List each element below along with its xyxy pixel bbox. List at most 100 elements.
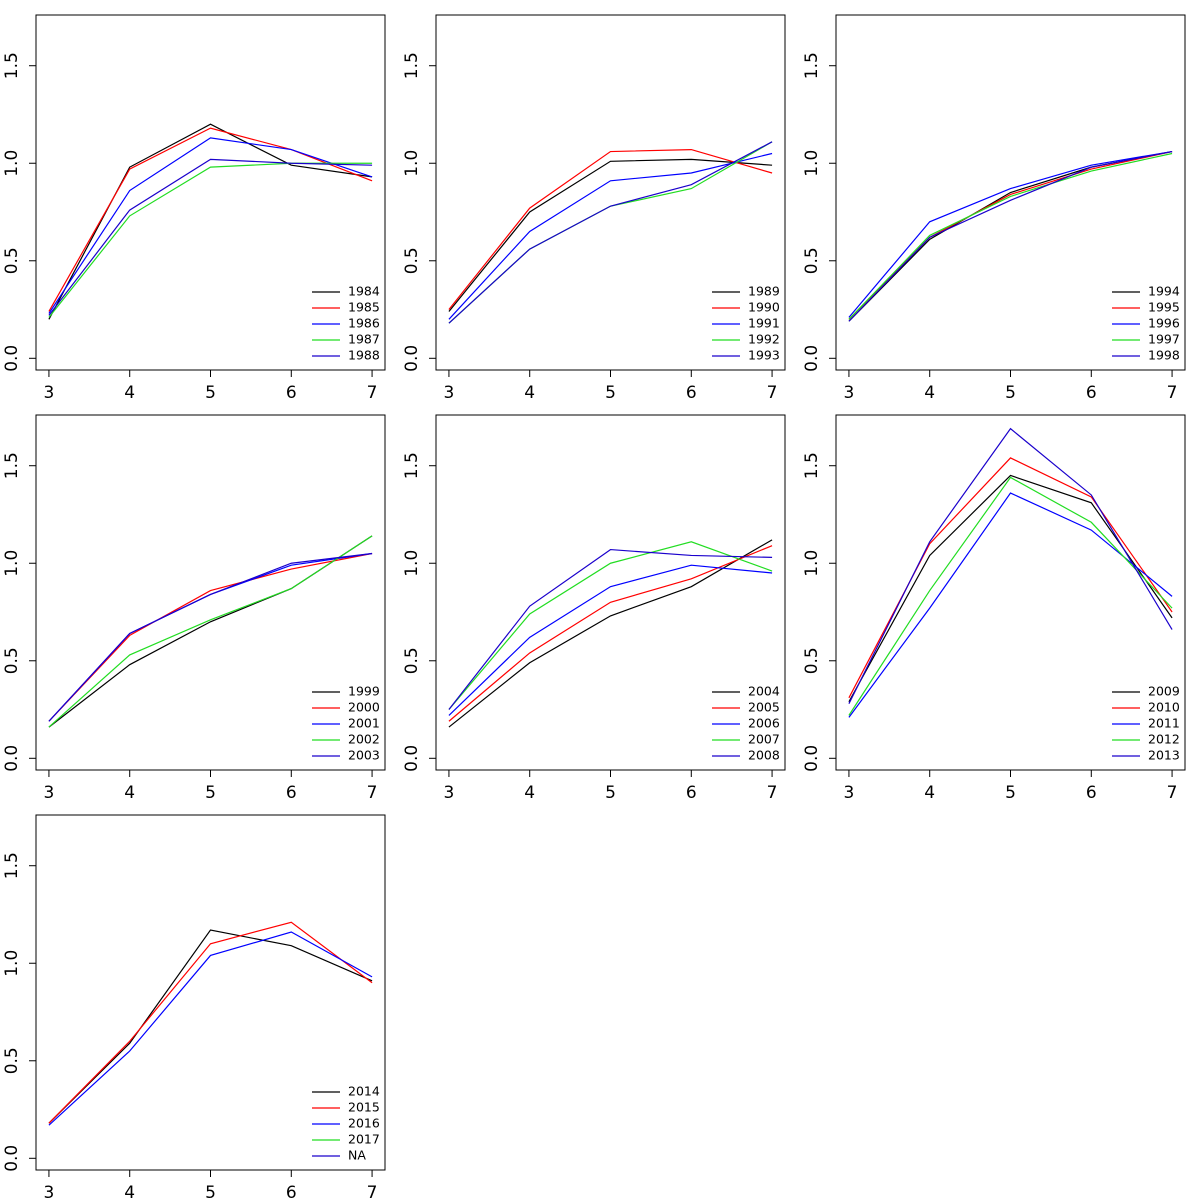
legend-label: NA [348, 1148, 366, 1163]
legend-label: 2002 [348, 732, 380, 747]
series-line [848, 152, 1173, 320]
y-tick-label: 1.5 [2, 52, 22, 79]
legend-label: 1992 [748, 332, 780, 347]
legend-label: 2010 [1148, 700, 1180, 715]
x-tick-label: 3 [44, 783, 55, 803]
series-line [48, 535, 373, 728]
series-line [448, 141, 773, 324]
y-tick-label: 1.5 [802, 52, 822, 79]
series-line [848, 150, 1173, 320]
plot-box [435, 414, 786, 771]
y-tick-label: 0.5 [802, 247, 822, 274]
x-tick-label: 3 [44, 1183, 55, 1200]
series-line [48, 929, 373, 1124]
legend-label: 1988 [348, 348, 380, 363]
legend-label: 2005 [748, 700, 780, 715]
y-tick-label: 0.5 [2, 1047, 22, 1074]
x-tick-label: 3 [444, 783, 455, 803]
y-tick-label: 0.5 [802, 647, 822, 674]
x-tick-label: 7 [367, 1183, 378, 1200]
legend-label: 2001 [348, 716, 380, 731]
x-tick-label: 5 [205, 783, 216, 803]
plot-box [835, 414, 1186, 771]
legend-label: 2007 [748, 732, 780, 747]
plot-box [435, 14, 786, 371]
series-line [448, 148, 773, 310]
x-tick-label: 3 [444, 383, 455, 403]
legend-label: 2012 [1148, 732, 1180, 747]
series-line [448, 539, 773, 728]
x-tick-label: 6 [686, 383, 697, 403]
series-line [848, 150, 1173, 322]
series-line [448, 548, 773, 710]
x-tick-label: 3 [44, 383, 55, 403]
y-tick-label: 1.5 [802, 452, 822, 479]
legend-label: 2008 [748, 748, 780, 763]
plot-box [35, 814, 386, 1171]
y-tick-label: 0.0 [2, 1145, 22, 1172]
x-tick-label: 7 [767, 783, 778, 803]
legend-label: 2017 [348, 1132, 380, 1147]
series-line [48, 137, 373, 314]
x-tick-label: 3 [844, 383, 855, 403]
legend-label: 1984 [348, 284, 380, 299]
y-tick-label: 1.0 [2, 150, 22, 177]
y-tick-label: 1.0 [2, 950, 22, 977]
y-tick-label: 1.5 [2, 852, 22, 879]
y-tick-label: 1.0 [2, 550, 22, 577]
legend-label: 1996 [1148, 316, 1180, 331]
legend-label: 1993 [748, 348, 780, 363]
series-line [448, 564, 773, 716]
plot-box [35, 414, 386, 771]
y-tick-label: 0.5 [2, 247, 22, 274]
series-line [848, 150, 1173, 318]
x-tick-label: 5 [605, 383, 616, 403]
x-tick-label: 4 [524, 383, 535, 403]
x-tick-label: 4 [924, 383, 935, 403]
x-tick-label: 4 [524, 783, 535, 803]
series-line [48, 552, 373, 722]
x-tick-label: 4 [124, 1183, 135, 1200]
series-line [48, 931, 373, 1126]
legend-label: 1991 [748, 316, 780, 331]
x-tick-label: 7 [367, 783, 378, 803]
legend-label: 1989 [748, 284, 780, 299]
legend-label: 2003 [348, 748, 380, 763]
series-line [48, 123, 373, 320]
x-tick-label: 6 [1086, 783, 1097, 803]
x-tick-label: 5 [205, 1183, 216, 1200]
y-tick-label: 1.5 [402, 452, 422, 479]
legend-label: 1995 [1148, 300, 1180, 315]
y-tick-label: 0.0 [402, 745, 422, 772]
y-tick-label: 0.0 [2, 345, 22, 372]
x-tick-label: 4 [924, 783, 935, 803]
x-tick-label: 5 [1005, 783, 1016, 803]
y-tick-label: 1.0 [802, 150, 822, 177]
legend-label: 2006 [748, 716, 780, 731]
x-tick-label: 7 [767, 383, 778, 403]
series-line [848, 427, 1173, 704]
plot-box [35, 14, 386, 371]
series-line [448, 545, 773, 722]
x-tick-label: 5 [205, 383, 216, 403]
legend-label: 2009 [1148, 684, 1180, 699]
y-tick-label: 0.0 [802, 345, 822, 372]
legend-label: 1994 [1148, 284, 1180, 299]
y-tick-label: 0.5 [402, 647, 422, 674]
legend-label: 1990 [748, 300, 780, 315]
series-line [48, 552, 373, 722]
x-tick-label: 5 [605, 783, 616, 803]
x-tick-label: 3 [844, 783, 855, 803]
x-tick-label: 6 [286, 783, 297, 803]
y-tick-label: 1.0 [402, 150, 422, 177]
legend-label: 2016 [348, 1116, 380, 1131]
y-tick-label: 0.5 [402, 247, 422, 274]
series-line [48, 158, 373, 316]
